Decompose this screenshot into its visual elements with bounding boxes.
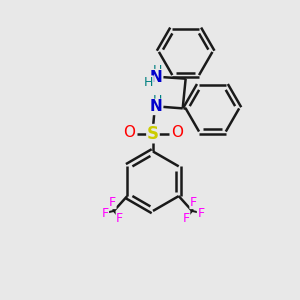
Text: F: F	[190, 196, 197, 208]
Text: F: F	[183, 212, 190, 225]
Text: O: O	[123, 125, 135, 140]
Text: F: F	[109, 196, 116, 208]
Text: F: F	[197, 207, 205, 220]
Text: N: N	[150, 70, 162, 85]
Text: N: N	[150, 99, 162, 114]
Text: F: F	[116, 212, 123, 225]
Text: H: H	[153, 64, 162, 77]
Text: H: H	[153, 94, 162, 107]
Text: H: H	[144, 76, 153, 89]
Text: F: F	[101, 207, 109, 220]
Text: O: O	[171, 125, 183, 140]
Text: S: S	[147, 125, 159, 143]
